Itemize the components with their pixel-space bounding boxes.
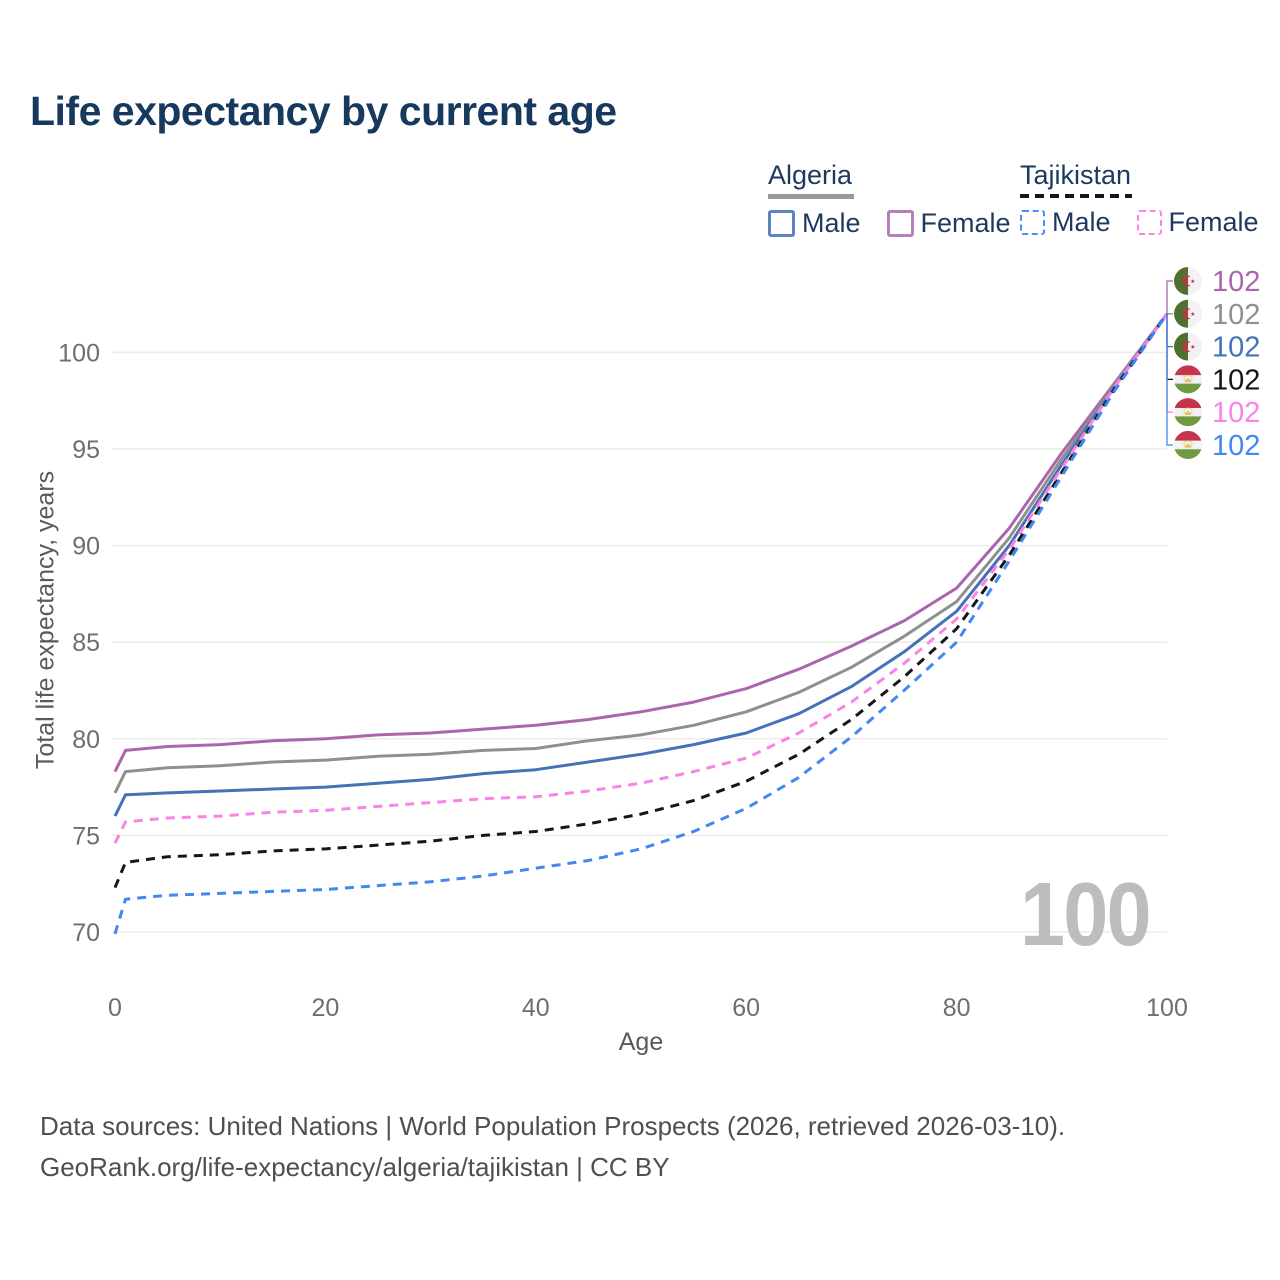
end-connector-tajikistan-female xyxy=(1166,313,1173,413)
algeria-flag-icon xyxy=(1174,332,1202,361)
legend-group-tajikistan-label: Tajikistan xyxy=(1020,160,1132,190)
footer: Data sources: United Nations | World Pop… xyxy=(40,1106,1065,1188)
end-connector-algeria-male xyxy=(1166,313,1173,348)
end-value-algeria-male: 102 xyxy=(1212,332,1260,364)
legend-swatch-algeria-male xyxy=(768,210,795,237)
legend-label-algeria-male: Male xyxy=(802,208,861,238)
legend-label-tajikistan-male: Male xyxy=(1052,207,1111,237)
series-line-algeria-all[interactable] xyxy=(113,312,1169,794)
legend-swatch-tajikistan-female xyxy=(1136,210,1162,235)
y-tick-70: 70 xyxy=(72,919,100,947)
series-line-tajikistan-female[interactable] xyxy=(113,312,1169,844)
legend-group-tajikistan: Tajikistan Male Female xyxy=(1020,160,1259,238)
y-tick-75: 75 xyxy=(72,822,100,850)
end-value-tajikistan-male: 102 xyxy=(1212,430,1260,462)
age-watermark: 100 xyxy=(1020,865,1152,965)
end-connector-algeria-female xyxy=(1166,280,1173,314)
page-title: Life expectancy by current age xyxy=(30,88,617,134)
tajikistan-flag-icon xyxy=(1174,431,1202,459)
legend-item-algeria-female[interactable]: Female xyxy=(886,208,1011,239)
tajikistan-flag-icon xyxy=(1174,398,1202,427)
legend-group-algeria: Algeria Male Female xyxy=(768,160,1011,239)
algeria-flag-icon xyxy=(1174,299,1202,328)
algeria-flag-icon xyxy=(1174,267,1202,295)
legend-algeria-line-swatch xyxy=(768,194,854,199)
x-axis-title: Age xyxy=(619,1028,663,1056)
series-line-algeria-female[interactable] xyxy=(113,312,1169,773)
y-tick-85: 85 xyxy=(72,629,100,657)
legend-item-tajikistan-male[interactable]: Male xyxy=(1020,207,1111,238)
series-line-tajikistan-all[interactable] xyxy=(113,312,1169,889)
x-tick-0: 0 xyxy=(108,994,122,1022)
x-tick-20: 20 xyxy=(311,994,339,1022)
legend-item-tajikistan-female[interactable]: Female xyxy=(1136,207,1259,238)
legend-item-algeria-male[interactable]: Male xyxy=(768,208,861,239)
x-tick-100: 100 xyxy=(1146,994,1188,1022)
y-tick-100: 100 xyxy=(58,339,100,367)
end-value-tajikistan-female: 102 xyxy=(1212,397,1260,429)
x-tick-80: 80 xyxy=(943,994,971,1022)
legend-group-algeria-label: Algeria xyxy=(768,160,853,190)
legend-tajikistan-line-swatch xyxy=(1020,194,1132,198)
end-value-algeria-all: 102 xyxy=(1212,299,1260,331)
footer-attribution: GeoRank.org/life-expectancy/algeria/taji… xyxy=(40,1152,670,1182)
legend-swatch-tajikistan-male xyxy=(1020,210,1045,235)
series-line-algeria-male[interactable] xyxy=(113,312,1169,817)
x-tick-60: 60 xyxy=(732,994,760,1022)
y-tick-80: 80 xyxy=(72,726,100,754)
series-line-tajikistan-male[interactable] xyxy=(113,312,1169,935)
legend-label-tajikistan-female: Female xyxy=(1168,207,1259,237)
end-value-tajikistan-all: 102 xyxy=(1212,364,1260,396)
tajikistan-flag-icon xyxy=(1174,365,1202,394)
x-tick-40: 40 xyxy=(522,994,550,1022)
footer-data-sources: Data sources: United Nations | World Pop… xyxy=(40,1111,1066,1141)
legend-label-algeria-female: Female xyxy=(920,208,1011,238)
y-tick-95: 95 xyxy=(72,436,100,464)
end-connector-tajikistan-male xyxy=(1166,313,1173,446)
legend-swatch-algeria-female xyxy=(886,210,914,237)
end-value-algeria-female: 102 xyxy=(1212,266,1260,298)
y-tick-90: 90 xyxy=(72,533,100,561)
